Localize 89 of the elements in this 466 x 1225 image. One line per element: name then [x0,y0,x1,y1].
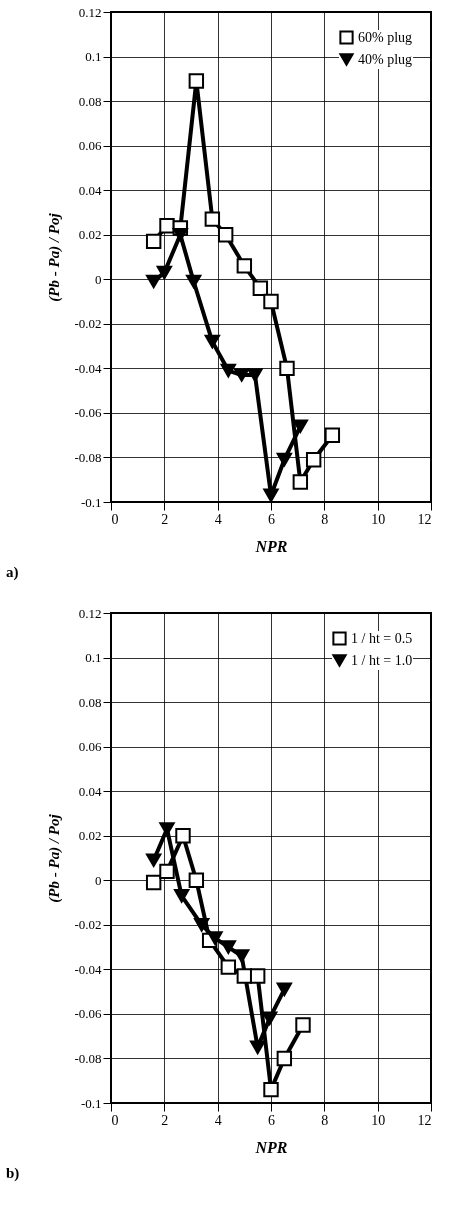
point [204,334,221,349]
point [220,940,237,954]
legend-label: 40% plug [358,51,413,67]
point [159,218,175,234]
point [145,874,162,891]
x-tick-label: 12 [417,511,432,527]
point [247,368,263,382]
y-tick-label: -0.1 [80,494,102,510]
y-tick-label: -0.06 [74,1006,102,1022]
point [193,918,210,932]
y-tick-label: -0.02 [74,917,102,933]
y-tick-label: 0 [95,872,102,888]
x-tick-label: 8 [321,1112,329,1128]
x-tick-label: 0 [111,1112,119,1128]
point [145,274,162,289]
y-tick-label: 0.06 [78,138,102,154]
point [159,822,175,836]
text: b) [6,1165,20,1182]
y-tick-label: 0 [95,271,102,287]
point [279,360,295,377]
point [276,1050,293,1067]
point [252,280,269,296]
y-tick-label: 0.08 [78,93,102,109]
point [305,451,322,468]
point [220,959,237,975]
x-tick-label: 4 [214,511,222,527]
point [263,1081,279,1098]
x-tick-label: 6 [268,1112,275,1128]
y-tick-label: -0.08 [74,1050,102,1066]
x-axis-title: NPR [254,537,288,555]
point [185,274,202,289]
x-tick-label: 10 [371,511,386,527]
y-tick-label: -0.02 [74,316,102,332]
y-tick-label: -0.04 [74,360,102,376]
point [145,233,162,250]
point [188,872,205,888]
point [220,363,237,378]
point [249,968,266,984]
y-tick-label: -0.08 [74,449,102,465]
point [324,427,341,443]
legend-label: 60% plug [358,29,413,45]
x-tick-label: 2 [161,511,169,527]
y-tick-label: -0.06 [74,405,102,421]
x-tick-label: 4 [214,1112,222,1128]
point [233,949,250,963]
y-tick-label: -0.04 [74,961,102,977]
point [159,863,175,880]
text: a) [6,564,19,581]
x-tick-label: 12 [417,1112,432,1128]
point [204,211,221,227]
point [236,258,253,274]
y-tick-label: 0.02 [78,828,102,844]
y-tick-label: 0.04 [78,783,102,799]
y-tick-label: 0.12 [78,605,102,621]
point [217,227,234,243]
point [292,474,309,490]
point [276,982,293,997]
point [295,1017,311,1033]
point [188,73,205,89]
x-tick-label: 6 [268,511,275,527]
y-tick-label: 0.02 [78,227,102,243]
y-tick-label: 0.12 [78,4,102,20]
point [173,889,190,903]
point [207,931,223,945]
y-axis-title: (Pb - Pa) / Poj [46,212,64,302]
point [172,227,189,242]
point [261,1011,278,1026]
point [263,488,279,503]
legend-label: 1 / ht = 1.0 [351,652,413,668]
point [156,265,173,280]
y-tick-label: 0.1 [85,49,102,65]
y-tick-label: -0.1 [80,1095,102,1111]
y-tick-label: 0.04 [78,182,102,198]
y-tick-label: 0.1 [85,650,102,666]
x-tick-label: 10 [371,1112,386,1128]
x-tick-label: 2 [161,1112,169,1128]
x-tick-label: 0 [111,511,119,527]
point [175,828,191,844]
point [249,1040,266,1055]
x-axis-title: NPR [254,1138,288,1156]
y-tick-label: 0.06 [78,739,102,755]
point [263,293,279,310]
x-tick-label: 8 [321,511,329,527]
legend-label: 1 / ht = 0.5 [351,630,413,646]
point [145,853,162,868]
point [276,452,293,467]
y-tick-label: 0.08 [78,694,102,710]
y-axis-title: (Pb - Pa) / Poj [46,813,64,903]
point [233,368,250,382]
